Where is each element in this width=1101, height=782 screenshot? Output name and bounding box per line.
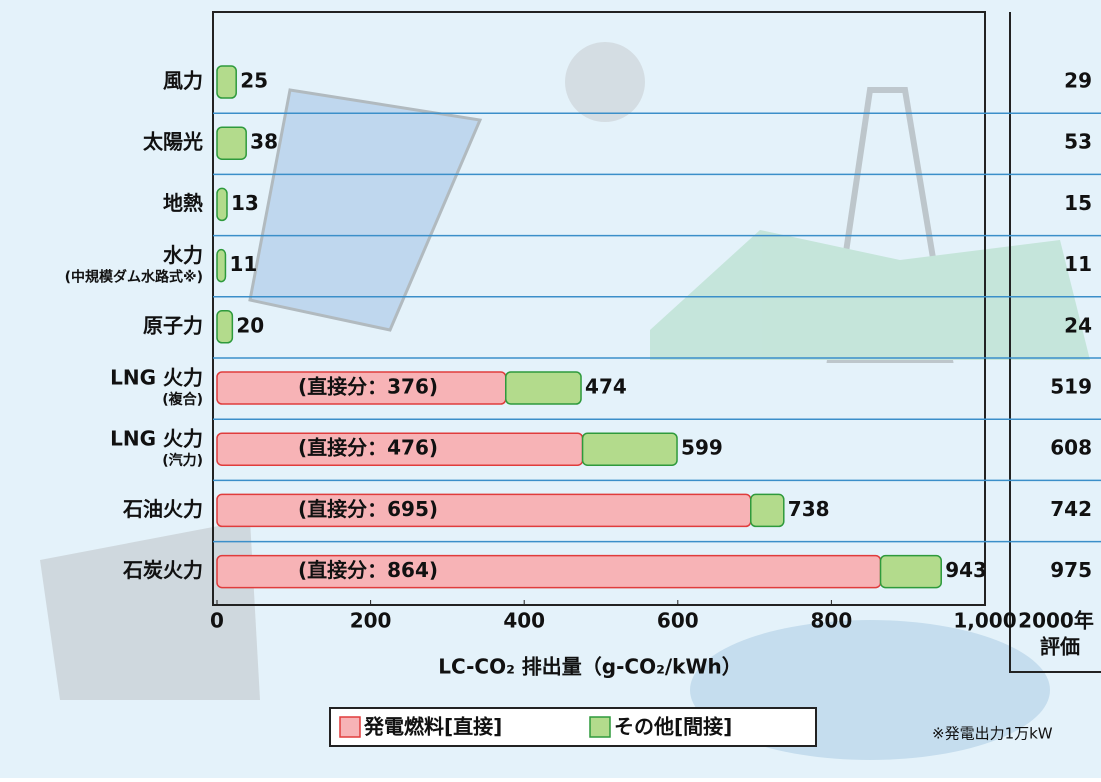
assessment-value: 15 (1064, 191, 1092, 215)
legend-swatch (590, 717, 610, 737)
category-label: 石炭火力 (122, 558, 203, 582)
category-label: 石油火力 (122, 497, 203, 521)
x-tick-label: 400 (503, 609, 545, 633)
total-label: 38 (250, 130, 278, 154)
page: 2000年 評価 LC-CO₂ 排出量（g-CO₂/kWh） ※発電出力1万kW… (0, 0, 1101, 782)
total-label: 738 (788, 497, 830, 521)
x-tick-label: 600 (657, 609, 699, 633)
category-label: LNG 火力 (110, 366, 203, 390)
total-label: 20 (236, 313, 264, 337)
assessment-value: 519 (1050, 375, 1092, 399)
bar-segment (881, 556, 942, 588)
legend-label: その他[間接] (614, 715, 732, 739)
category-sublabel: (複合) (162, 391, 203, 408)
assessment-value: 742 (1050, 497, 1092, 521)
total-label: 11 (229, 252, 257, 276)
bar-segment (217, 250, 225, 282)
note: ※発電出力1万kW (932, 725, 1053, 743)
assessment-title: 2000年 (1018, 609, 1094, 633)
legend-swatch (340, 717, 360, 737)
total-label: 599 (681, 436, 723, 460)
legend-label: 発電燃料[直接] (363, 715, 502, 739)
bar-segment (217, 66, 236, 98)
category-label: 原子力 (143, 313, 203, 337)
assessment-value: 29 (1064, 69, 1092, 93)
bar-segment (751, 494, 784, 526)
category-label: LNG 火力 (110, 427, 203, 451)
x-axis-label: LC-CO₂ 排出量（g-CO₂/kWh） (438, 655, 742, 679)
category-sublabel: (汽力) (162, 452, 203, 469)
x-tick-label: 0 (210, 609, 224, 633)
x-tick-label: 800 (811, 609, 853, 633)
x-tick-label: 1,000 (953, 609, 1016, 633)
assessment-value: 11 (1064, 252, 1092, 276)
category-label: 水力 (163, 243, 203, 267)
total-label: 13 (231, 191, 259, 215)
x-tick-label: 200 (350, 609, 392, 633)
assessment-value: 975 (1050, 558, 1092, 582)
total-label: 943 (945, 558, 987, 582)
value-label: (直接分：864) (298, 558, 438, 582)
category-label: 地熱 (163, 191, 203, 215)
assessment-value: 53 (1064, 130, 1092, 154)
category-label: 太陽光 (143, 130, 203, 154)
assessment-value: 608 (1050, 436, 1092, 460)
value-label: (直接分：376) (298, 375, 438, 399)
value-label: (直接分：476) (298, 436, 438, 460)
value-label: (直接分：695) (298, 497, 438, 521)
bar-segment (217, 188, 227, 220)
bar-segment (506, 372, 581, 404)
bar-segment (583, 433, 677, 465)
bar-segment (217, 311, 232, 343)
bar-segment (217, 127, 246, 159)
assessment-title: 評価 (1040, 635, 1080, 659)
assessment-value: 24 (1064, 313, 1092, 337)
chart: 2000年 評価 LC-CO₂ 排出量（g-CO₂/kWh） ※発電出力1万kW… (0, 0, 1101, 778)
category-sublabel: (中規模ダム水路式※) (65, 269, 203, 286)
total-label: 25 (240, 69, 268, 93)
category-label: 風力 (163, 69, 203, 93)
total-label: 474 (585, 375, 627, 399)
